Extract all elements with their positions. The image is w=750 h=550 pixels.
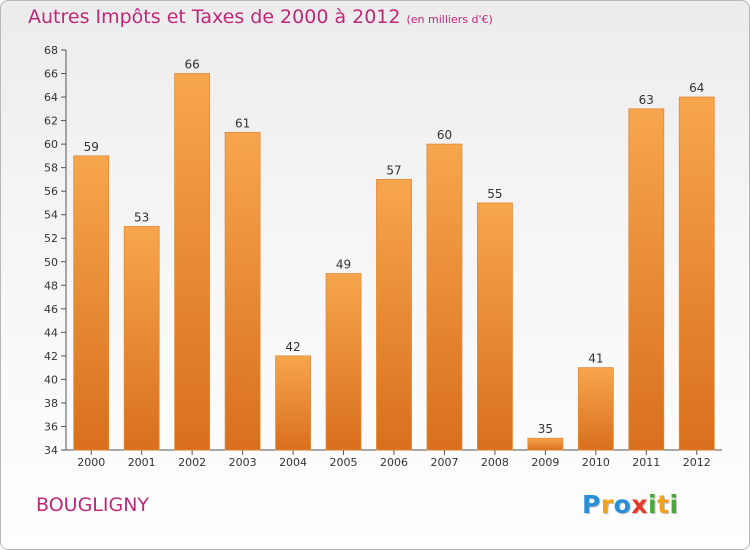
logo-letter: i — [669, 490, 679, 519]
title-unit: (en milliers d'€) — [406, 13, 493, 26]
y-tick-label: 64 — [44, 91, 58, 104]
y-tick-label: 54 — [44, 209, 58, 222]
x-tick-label: 2010 — [582, 456, 610, 469]
bar — [527, 437, 564, 451]
bar — [275, 355, 311, 451]
data-label: 55 — [487, 187, 502, 201]
bar — [224, 131, 261, 451]
data-label: 42 — [285, 340, 300, 354]
bar — [123, 226, 160, 451]
data-label: 41 — [588, 352, 603, 366]
y-tick-label: 40 — [44, 373, 58, 386]
y-tick-label: 42 — [44, 350, 58, 363]
bar — [426, 143, 463, 451]
y-axis: 34 36 38 40 42 44 46 48 50 52 54 56 58 60 62 64 66 68 — [44, 44, 67, 457]
x-axis: 2000 2001 2002 2003 2004 2005 2006 2007 2008 2009… — [66, 449, 722, 469]
y-tick-label: 34 — [44, 444, 58, 457]
x-tick-label: 2008 — [481, 456, 509, 469]
bars — [73, 73, 715, 451]
logo-letter: P — [582, 490, 601, 519]
x-tick-label: 2001 — [128, 456, 156, 469]
logo-letter: t — [657, 490, 670, 519]
data-label: 35 — [538, 422, 553, 436]
data-label: 49 — [336, 258, 351, 272]
y-tick-label: 56 — [44, 185, 58, 198]
data-labels: 59 53 66 61 42 49 57 60 55 35 41 63 64 — [84, 58, 705, 437]
data-label: 53 — [134, 210, 149, 224]
y-tick-label: 52 — [44, 232, 58, 245]
bar — [73, 155, 110, 451]
title-text: Autres Impôts et Taxes de 2000 à 2012 — [28, 6, 401, 28]
bar — [628, 108, 665, 451]
logo-letter: i — [648, 490, 658, 519]
y-tick-label: 48 — [44, 279, 58, 292]
x-tick-label: 2002 — [178, 456, 206, 469]
data-label: 59 — [84, 140, 99, 154]
data-label: 60 — [437, 128, 452, 142]
bar — [376, 179, 412, 451]
bar — [174, 73, 211, 451]
y-tick-label: 50 — [44, 256, 58, 269]
x-tick-label: 2006 — [380, 456, 408, 469]
bar — [477, 202, 513, 451]
logo-letter: x — [631, 490, 648, 519]
x-tick-label: 2011 — [632, 456, 660, 469]
x-tick-label: 2000 — [77, 456, 105, 469]
y-tick-label: 60 — [44, 138, 58, 151]
y-tick-label: 68 — [44, 44, 58, 57]
proxiti-logo: Proxiti — [582, 490, 679, 519]
logo-letter: o — [613, 490, 632, 519]
bar — [577, 367, 614, 451]
data-label: 57 — [386, 163, 401, 177]
y-tick-label: 36 — [44, 420, 58, 433]
bar — [325, 273, 362, 451]
y-tick-label: 44 — [44, 326, 58, 339]
x-tick-label: 2004 — [279, 456, 307, 469]
bar — [678, 96, 715, 451]
x-tick-label: 2012 — [683, 456, 711, 469]
data-label: 64 — [689, 81, 704, 95]
commune-name: BOUGLIGNY — [36, 494, 150, 516]
x-tick-label: 2007 — [430, 456, 458, 469]
y-tick-label: 66 — [44, 68, 58, 81]
x-tick-label: 2009 — [531, 456, 559, 469]
data-label: 63 — [639, 93, 654, 107]
logo-letter: r — [600, 490, 614, 519]
x-tick-label: 2005 — [330, 456, 358, 469]
y-tick-label: 62 — [44, 115, 58, 128]
data-label: 61 — [235, 116, 250, 130]
chart-title: Autres Impôts et Taxes de 2000 à 2012 (en… — [28, 6, 493, 28]
y-tick-label: 38 — [44, 397, 58, 410]
y-tick-label: 58 — [44, 162, 58, 175]
x-tick-label: 2003 — [229, 456, 257, 469]
data-label: 66 — [185, 58, 200, 72]
y-tick-label: 46 — [44, 303, 58, 316]
